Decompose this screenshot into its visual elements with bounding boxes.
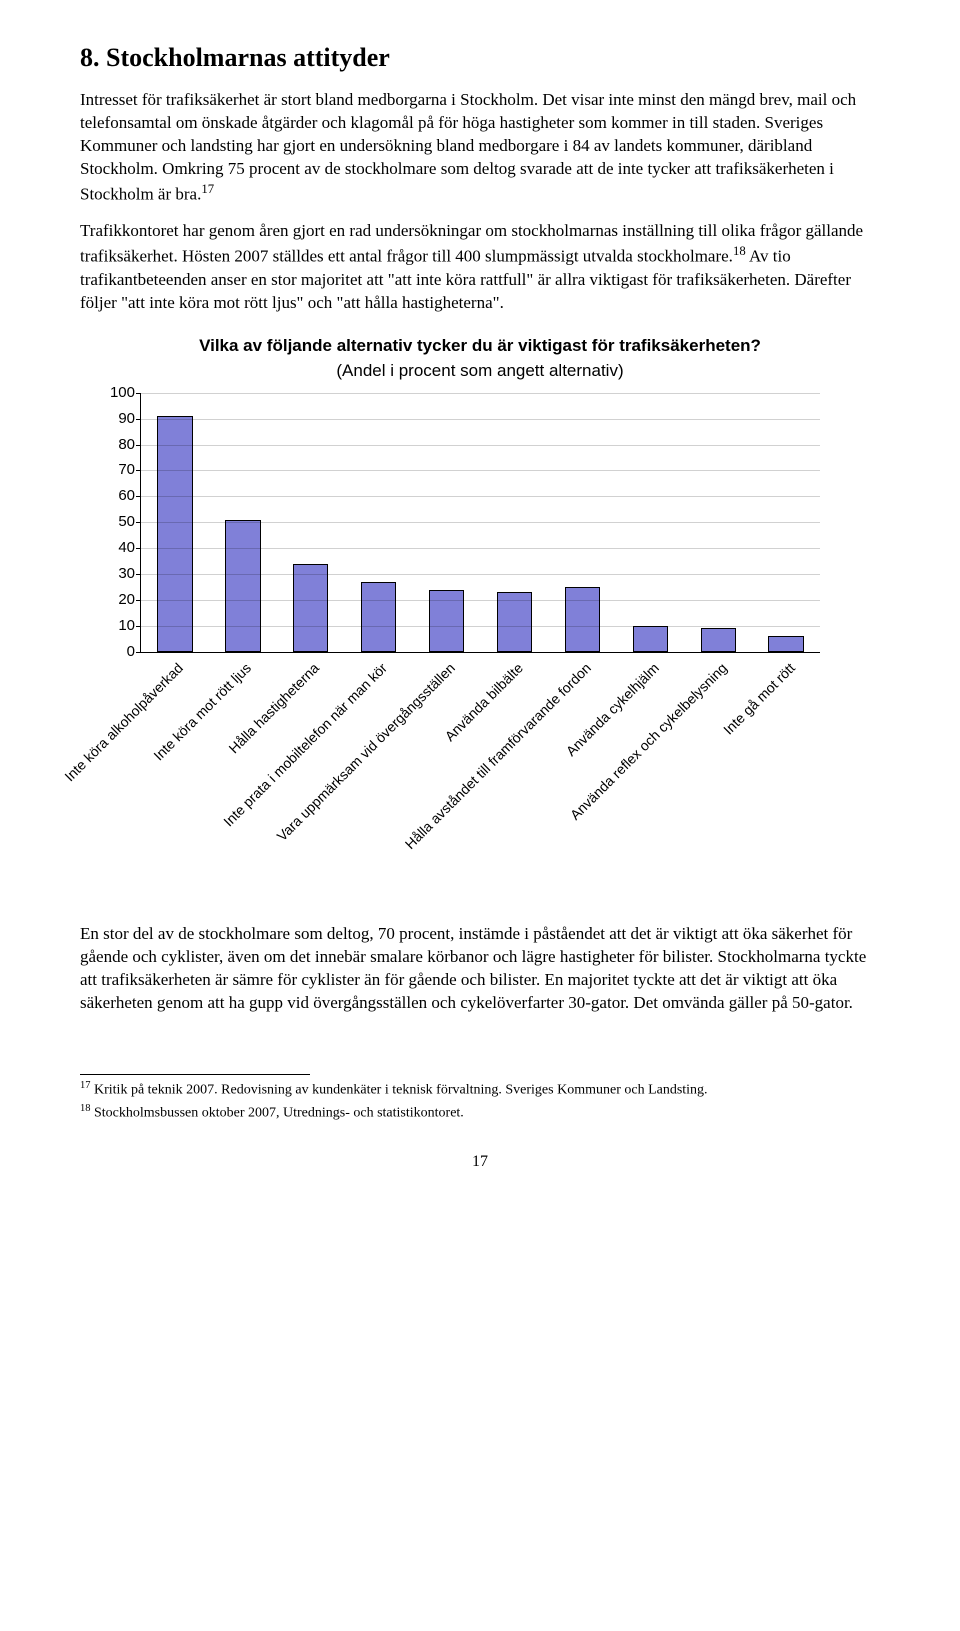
- chart-y-tick-label: 100: [110, 383, 141, 403]
- paragraph-2: Trafikkontoret har genom åren gjort en r…: [80, 220, 880, 314]
- page-number: 17: [80, 1151, 880, 1173]
- footnote-17-marker: 17: [80, 1080, 91, 1091]
- paragraph-1-text: Intresset för trafiksäkerhet är stort bl…: [80, 90, 856, 203]
- chart-bar: [429, 590, 464, 652]
- chart-plot-area: 0102030405060708090100: [140, 393, 820, 653]
- chart-bar: [225, 520, 260, 652]
- chart-gridline: [141, 419, 820, 420]
- chart-gridline: [141, 548, 820, 549]
- chart-gridline: [141, 626, 820, 627]
- paragraph-3: En stor del av de stockholmare som delto…: [80, 923, 880, 1015]
- chart-bar: [497, 592, 532, 652]
- chart-x-label-slot: Inte gå mot rött: [752, 653, 820, 913]
- chart-title: Vilka av följande alternativ tycker du ä…: [80, 335, 880, 358]
- chart-gridline: [141, 470, 820, 471]
- chart-bar: [157, 416, 192, 652]
- chart-y-tick-label: 50: [118, 512, 141, 532]
- footnote-17: 17 Kritik på teknik 2007. Redovisning av…: [80, 1079, 880, 1100]
- chart-bar: [633, 626, 668, 652]
- footnote-18-marker: 18: [80, 1103, 91, 1114]
- chart-bar: [701, 628, 736, 651]
- footnote-18-text: Stockholmsbussen oktober 2007, Utredning…: [91, 1106, 464, 1121]
- chart-x-label-slot: Använda bilbälte: [480, 653, 548, 913]
- paragraph-1: Intresset för trafiksäkerhet är stort bl…: [80, 89, 880, 206]
- chart-gridline: [141, 445, 820, 446]
- chart-y-tick-label: 20: [118, 590, 141, 610]
- chart-bar: [768, 636, 803, 652]
- chart-x-label-slot: Inte prata i mobiltelefon när man kör: [344, 653, 412, 913]
- chart-y-tick-label: 70: [118, 460, 141, 480]
- chart-gridline: [141, 600, 820, 601]
- chart-subtitle: (Andel i procent som angett alternativ): [80, 360, 880, 383]
- chart-bar: [361, 582, 396, 652]
- chart-y-tick-label: 30: [118, 564, 141, 584]
- chart-x-labels: Inte köra alkoholpåverkadInte köra mot r…: [140, 653, 820, 913]
- chart-y-tick-label: 0: [127, 642, 141, 662]
- chart-x-label-slot: Använda reflex och cykelbelysning: [684, 653, 752, 913]
- footnote-17-text: Kritik på teknik 2007. Redovisning av ku…: [91, 1083, 708, 1098]
- chart-bar: [565, 587, 600, 652]
- bar-chart: Vilka av följande alternativ tycker du ä…: [80, 335, 880, 913]
- chart-y-tick-label: 80: [118, 434, 141, 454]
- chart-x-label-slot: Använda cykelhjälm: [616, 653, 684, 913]
- chart-gridline: [141, 496, 820, 497]
- chart-bar: [293, 564, 328, 652]
- chart-y-tick-label: 60: [118, 486, 141, 506]
- chart-x-label: Inte köra alkoholpåverkad: [61, 659, 188, 786]
- chart-y-tick-label: 40: [118, 538, 141, 558]
- footnote-ref-18: 18: [733, 244, 746, 258]
- footnote-ref-17: 17: [201, 182, 214, 196]
- chart-gridline: [141, 574, 820, 575]
- chart-gridline: [141, 393, 820, 394]
- chart-gridline: [141, 522, 820, 523]
- footnote-18: 18 Stockholmsbussen oktober 2007, Utredn…: [80, 1102, 880, 1123]
- section-heading: 8. Stockholmarnas attityder: [80, 40, 880, 75]
- chart-y-tick-label: 10: [118, 616, 141, 636]
- chart-y-tick-label: 90: [118, 408, 141, 428]
- chart-x-label-slot: Inte köra alkoholpåverkad: [140, 653, 208, 913]
